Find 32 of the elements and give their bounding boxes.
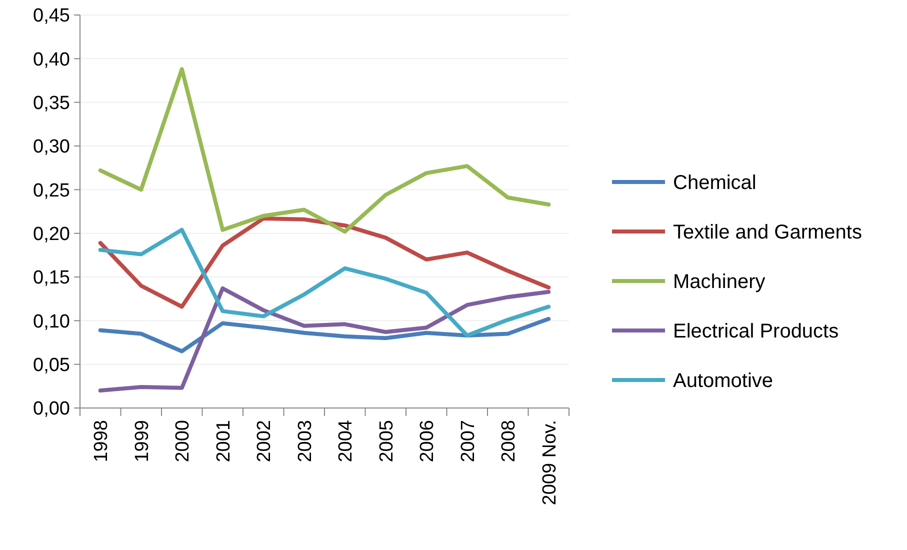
legend-label: Machinery [673,271,766,293]
line-series [98,316,551,354]
y-tick-label: 0,15 [33,268,70,289]
x-tick-label: 2009 Nov. [539,420,560,506]
y-tick-label: 0,35 [33,92,70,114]
x-tick-label: 2002 [254,420,276,462]
x-tick-label: 1998 [91,420,112,462]
y-tick-label: 0,40 [33,49,70,70]
y-tick-label: 0,30 [33,136,70,158]
x-tick-label: 2006 [417,420,438,462]
legend-label: Electrical Products [673,320,839,342]
x-tick-label: 2005 [376,420,398,462]
line-series [98,67,551,234]
line-series [98,286,551,393]
legend-label: Automotive [673,370,774,392]
x-tick-label: 2001 [213,420,234,462]
x-tick-label: 2008 [498,420,520,462]
line-series [98,228,551,338]
y-tick-label: 0,10 [33,311,70,332]
line-series [98,216,551,309]
y-tick-label: 0,20 [33,224,70,245]
y-tick-label: 0,25 [33,180,70,202]
x-tick-label: 2004 [336,420,357,462]
x-tick-label: 2007 [458,420,479,462]
x-tick-label: 1999 [132,420,153,462]
y-tick-label: 0,00 [33,398,70,420]
legend-label: Chemical [673,172,756,194]
y-tick-label: 0,05 [33,354,70,376]
x-tick-label: 2000 [172,420,194,462]
x-tick-label: 2003 [294,420,316,462]
y-tick-label: 0,45 [33,6,70,27]
legend-label: Textile and Garments [673,222,862,244]
